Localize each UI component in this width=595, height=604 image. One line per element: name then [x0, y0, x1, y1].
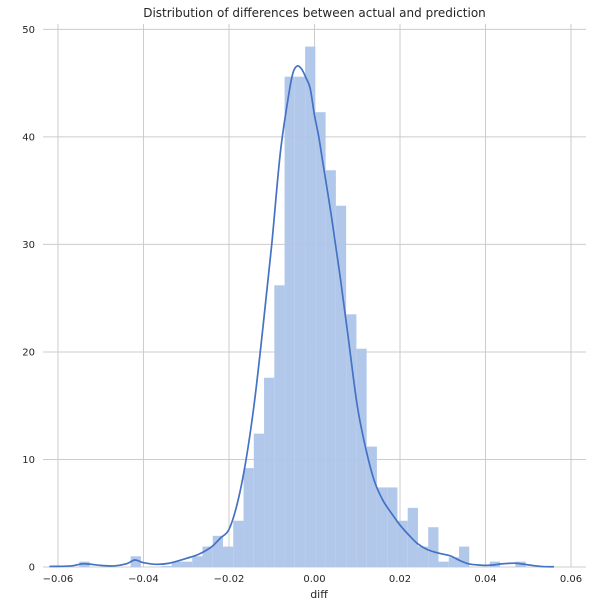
- histogram-bar: [376, 487, 388, 567]
- histogram-bar: [335, 205, 347, 567]
- histogram-bar: [202, 546, 213, 567]
- chart-title: Distribution of differences between actu…: [143, 6, 486, 20]
- x-tick-label: −0.06: [43, 574, 74, 585]
- histogram-bar: [181, 561, 193, 567]
- histogram-bar: [315, 112, 326, 568]
- y-tick-label: 10: [22, 455, 35, 466]
- x-tick-label: 0.02: [389, 574, 411, 585]
- histogram-bar: [161, 565, 172, 567]
- y-tick-label: 40: [22, 132, 35, 143]
- histogram-bar: [192, 556, 203, 567]
- histogram-bar: [387, 487, 398, 567]
- histogram-bar: [233, 520, 244, 567]
- x-tick-label: 0.00: [303, 574, 325, 585]
- histogram-bar: [407, 507, 418, 567]
- histogram-bar: [223, 546, 234, 567]
- histogram-bar: [305, 46, 316, 567]
- x-tick-label: −0.04: [128, 574, 159, 585]
- y-tick-label: 30: [22, 240, 35, 251]
- x-axis-title: diff: [310, 588, 328, 601]
- y-tick-label: 20: [22, 347, 35, 358]
- histogram-bar: [346, 314, 357, 567]
- histogram-bar: [325, 170, 336, 568]
- histogram-bar: [459, 546, 470, 567]
- y-tick-label: 0: [29, 563, 35, 574]
- histogram-bar: [397, 520, 408, 567]
- histogram-bar: [448, 557, 460, 567]
- kde-curve: [49, 64, 554, 568]
- histogram-bar: [243, 468, 254, 567]
- histogram-bars: [79, 46, 526, 568]
- histogram-bar: [284, 76, 295, 567]
- histogram-bar: [212, 535, 224, 567]
- histogram-bar: [366, 446, 377, 567]
- histogram-bar: [171, 561, 182, 567]
- histogram-bar: [294, 76, 306, 567]
- x-tick-label: 0.06: [560, 574, 582, 585]
- histogram-bar: [438, 561, 449, 567]
- y-tick-label: 50: [22, 25, 35, 36]
- tick-labels: −0.06 −0.04 −0.02 0.00 0.02 0.04 0.06 0 10 20 30 40…: [22, 25, 582, 585]
- histogram-bar: [264, 377, 275, 567]
- histogram-bar: [274, 285, 285, 567]
- histogram-bar: [253, 433, 265, 567]
- histogram-bar: [356, 348, 367, 567]
- x-tick-label: 0.04: [474, 574, 496, 585]
- x-tick-label: −0.02: [214, 574, 245, 585]
- histogram-bar: [417, 546, 429, 567]
- histogram-bar: [130, 556, 141, 567]
- histogram-bar: [428, 527, 439, 567]
